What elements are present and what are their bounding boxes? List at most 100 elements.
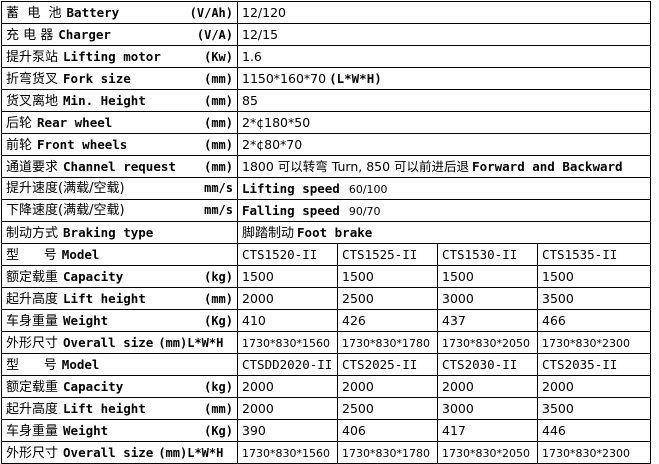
spec-label-cell: 起升高度 Lift height (mm): [1, 397, 238, 420]
model-value-cell: 2000: [237, 375, 338, 398]
model-value-text: CTS1520-II: [242, 247, 318, 262]
spec-value-cell: 85: [236, 89, 652, 112]
label-row: 提升速度(满载/空载) mm/s: [6, 181, 233, 196]
model-value-text: 2500: [342, 291, 374, 306]
table-row: 型 号 Model CTSDD2020-II CTS2025-II CTS2030-II…: [1, 353, 652, 376]
table-row: 外形尺寸 Overall size (mm)L*W*H 1730*830*1560 17…: [1, 331, 652, 354]
value-row: 2*¢80*70: [242, 138, 646, 151]
model-value-text: 437: [442, 313, 466, 328]
label-unit-text: (mm): [204, 137, 233, 152]
model-value-cell: 2500: [337, 397, 438, 420]
label-cn-text: 外形尺寸: [6, 445, 59, 461]
model-value-text: 2500: [342, 401, 374, 416]
table-row: 下降速度(满载/空载) mm/s Falling speed 90/70: [1, 199, 652, 222]
model-value-cell: 2000: [437, 375, 538, 398]
label-cn-text: 蓄 电 池: [6, 5, 62, 21]
spec-label-cell: 提升速度(满载/空载) mm/s: [1, 177, 238, 200]
model-value-cell: 2000: [536, 375, 652, 398]
value-text: 60/100: [348, 182, 388, 196]
model-value-text: CTS2035-II: [542, 357, 618, 372]
label-row: 折弯货叉 Fork size (mm): [6, 72, 233, 86]
model-value-cell: 437: [437, 309, 538, 332]
spec-label-cell: 制动方式 Braking type: [1, 221, 238, 244]
model-value-text: 1730*830*2050: [442, 336, 530, 350]
label-cn-text: 制动方式: [6, 225, 59, 241]
spec-label-cell: 车身重量 Weight (Kg): [1, 309, 238, 332]
model-value-text: CTS1530-II: [442, 247, 518, 262]
spec-value-cell: 1800 可以转弯 Turn, 850 可以前进后退 Forward and Ba…: [236, 155, 652, 178]
model-value-cell: 417: [437, 419, 538, 442]
table-row: 折弯货叉 Fork size (mm) 1150*160*70 (L*W*H): [1, 67, 652, 90]
model-value-text: 2000: [242, 401, 274, 416]
table-row: 提升速度(满载/空载) mm/s Lifting speed 60/100: [1, 177, 652, 200]
label-unit-text: (kg): [204, 379, 233, 394]
label-cn-text: 外形尺寸: [6, 335, 59, 351]
spec-value-cell: 2*¢180*50: [236, 111, 652, 134]
spec-label-cell: 额定载重 Capacity (kg): [1, 265, 238, 288]
model-value-text: 1730*830*1560: [242, 336, 330, 350]
model-value-cell: 3000: [437, 397, 538, 420]
model-value-text: CTS2030-II: [442, 357, 518, 372]
model-value-text: 3500: [542, 291, 574, 306]
model-value-cell: CTS1525-II: [337, 243, 438, 266]
model-value-cell: 1730*830*2050: [437, 331, 538, 354]
value-text: 1800 可以转弯 Turn, 850 可以前进后退: [242, 159, 470, 174]
label-row: 外形尺寸 Overall size (mm)L*W*H: [6, 336, 233, 350]
value-cn-text: 脚踏制动: [242, 225, 295, 241]
model-value-cell: CTS1520-II: [237, 243, 338, 266]
label-en-text: Lift height: [63, 290, 146, 306]
model-value-text: CTS1535-II: [542, 247, 618, 262]
label-en-text: Min. Height: [63, 92, 146, 108]
label-unit-text: (Kg): [204, 313, 233, 328]
model-value-text: 466: [542, 313, 566, 328]
model-value-text: 1730*830*1560: [242, 446, 330, 460]
label-cn-text: 货叉离地: [6, 93, 59, 109]
model-value-cell: 1500: [337, 265, 438, 288]
label-unit-text: (mm): [204, 93, 233, 108]
model-value-cell: 1730*830*2300: [536, 441, 652, 464]
model-value-text: 1730*830*1780: [342, 336, 430, 350]
model-value-text: 446: [542, 423, 566, 438]
label-row: 蓄 电 池 Battery (V/Ah): [6, 6, 233, 20]
model-value-cell: 466: [536, 309, 652, 332]
model-value-text: 1500: [442, 269, 474, 284]
table-row: 通道要求 Channel request (mm) 1800 可以转弯 Turn, 8…: [1, 155, 652, 178]
table-row: 额定载重 Capacity (kg) 2000 2000 2000 2000: [1, 375, 652, 398]
label-unit-text: (mm): [204, 291, 233, 306]
model-value-text: 1500: [242, 269, 274, 284]
label-en-text: Front wheels: [37, 136, 128, 152]
label-unit-text: mm/s: [204, 181, 233, 195]
spec-label-cell: 折弯货叉 Fork size (mm): [1, 67, 238, 90]
value-text: 90/70: [348, 204, 381, 218]
label-row: 制动方式 Braking type: [6, 226, 233, 240]
table-row: 起升高度 Lift height (mm) 2000 2500 3000 3500: [1, 397, 652, 420]
model-value-cell: 426: [337, 309, 438, 332]
model-value-text: 390: [242, 423, 266, 438]
value-text: 12/120: [242, 5, 286, 20]
model-value-cell: CTS2035-II: [536, 353, 652, 376]
spec-value-cell: 脚踏制动 Foot brake: [236, 221, 652, 244]
label-cn-text: 型 号: [6, 357, 57, 373]
spec-label-cell: 货叉离地 Min. Height (mm): [1, 89, 238, 112]
value-row: 脚踏制动 Foot brake: [242, 226, 646, 240]
model-value-text: 426: [342, 313, 366, 328]
model-value-cell: 1730*830*1780: [337, 331, 438, 354]
label-row: 型 号 Model: [6, 358, 233, 372]
spec-label-cell: 充 电 器 Charger (V/A): [1, 23, 238, 46]
model-value-text: 406: [342, 423, 366, 438]
table-row: 蓄 电 池 Battery (V/Ah) 12/120: [1, 1, 652, 24]
table-row: 起升高度 Lift height (mm) 2000 2500 3000 3500: [1, 287, 652, 310]
label-en-text: Lifting motor: [63, 48, 161, 64]
label-row: 提升泵站 Lifting motor (Kw): [6, 50, 233, 64]
label-unit-text: (mm): [204, 71, 233, 86]
label-row: 额定载重 Capacity (kg): [6, 270, 233, 284]
label-en-text: Lift height: [63, 400, 146, 416]
label-row: 后轮 Rear wheel (mm): [6, 116, 233, 130]
model-value-text: 3000: [442, 291, 474, 306]
model-value-cell: 1730*830*1560: [237, 441, 338, 464]
model-value-cell: 2000: [337, 375, 438, 398]
model-value-text: 2000: [442, 379, 474, 394]
model-value-cell: 2000: [237, 397, 338, 420]
label-cn-text: 型 号: [6, 247, 57, 263]
label-cn-text: 后轮: [6, 115, 33, 131]
